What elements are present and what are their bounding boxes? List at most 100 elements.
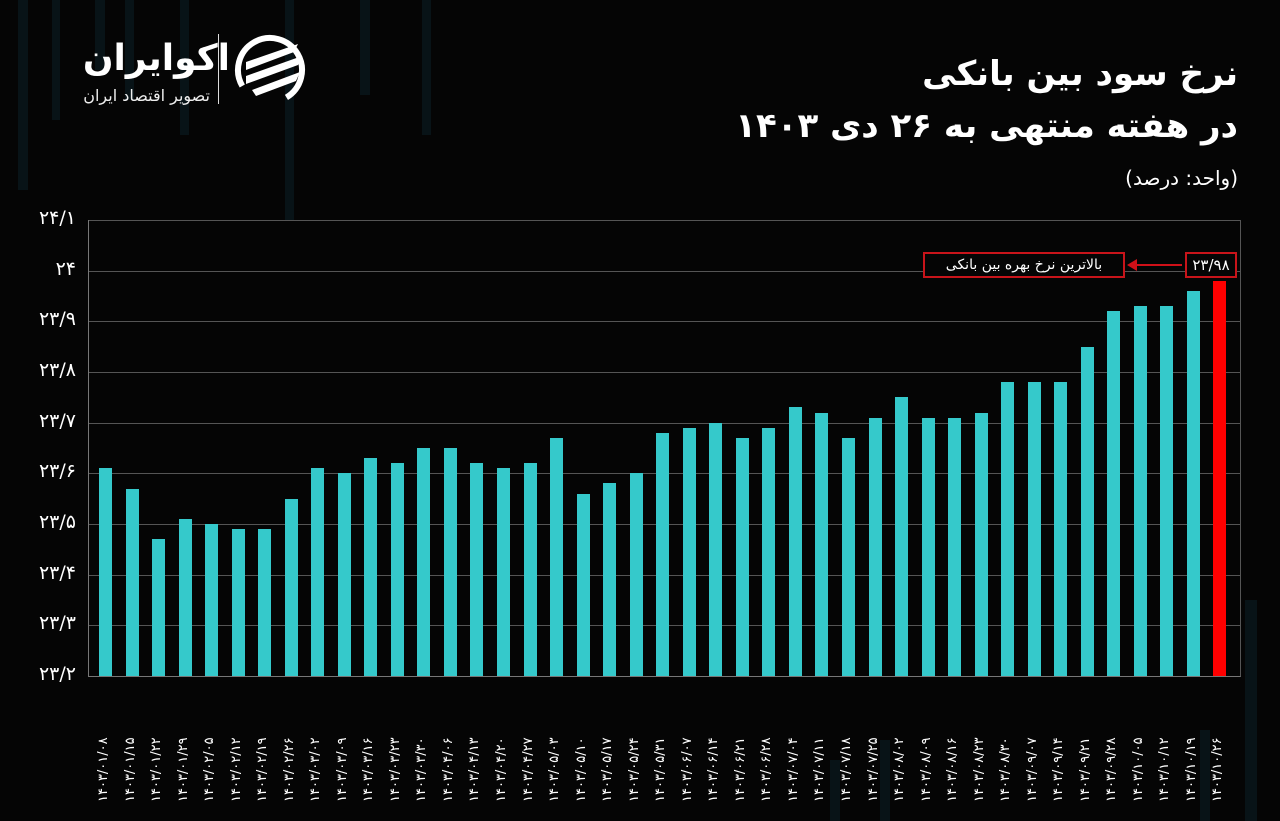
x-tick-label: ۱۴۰۳/۱۰/۲۶ [1210, 737, 1226, 802]
x-tick-label: ۱۴۰۳/۰۴/۱۳ [467, 737, 483, 802]
bar [311, 468, 325, 676]
x-tick-label: ۱۴۰۳/۰۸/۲۳ [971, 737, 987, 802]
ecoiran-logo-icon [235, 35, 305, 105]
y-tick-label: ۲۳/۳ [38, 612, 76, 635]
plot-area [88, 220, 1241, 677]
arrow-left-icon [1127, 259, 1137, 271]
bar [231, 529, 245, 676]
bar [1186, 290, 1200, 676]
x-tick-label: ۱۴۰۳/۰۱/۲۹ [175, 737, 191, 802]
x-tick-label: ۱۴۰۳/۱۰/۱۹ [1183, 737, 1199, 802]
x-tick-label: ۱۴۰۳/۰۲/۱۹ [255, 737, 271, 802]
bar [258, 529, 272, 676]
bar [895, 397, 909, 676]
bar [788, 407, 802, 676]
bar [284, 498, 298, 676]
y-tick-label: ۲۳/۹ [38, 308, 76, 331]
brand-name: اکوایران [82, 38, 230, 79]
title-line-2: در هفته منتهی به ۲۶ دی ۱۴۰۳ [735, 106, 1238, 146]
bar [974, 412, 988, 676]
x-tick-label: ۱۴۰۳/۰۵/۲۴ [626, 737, 642, 802]
x-tick-label: ۱۴۰۳/۰۸/۰۹ [918, 737, 934, 802]
bar [523, 463, 537, 676]
bar [841, 437, 855, 676]
bar [364, 458, 378, 676]
bar [1107, 311, 1121, 676]
x-tick-label: ۱۴۰۳/۰۱/۲۲ [149, 737, 165, 802]
bar [656, 432, 670, 676]
x-tick-label: ۱۴۰۳/۰۸/۰۲ [892, 737, 908, 802]
x-tick-label: ۱۴۰۳/۰۱/۰۸ [96, 737, 111, 802]
title-line-1: نرخ سود بین بانکی [922, 54, 1238, 94]
x-tick-label: ۱۴۰۳/۰۹/۰۷ [1024, 737, 1040, 802]
x-tick-label: ۱۴۰۳/۰۹/۲۸ [1104, 737, 1120, 802]
bar [629, 473, 643, 676]
y-tick-label: ۲۴ [55, 257, 76, 280]
x-tick-label: ۱۴۰۳/۰۴/۲۷ [520, 737, 536, 802]
x-tick-label: ۱۴۰۳/۰۱/۱۵ [122, 737, 138, 802]
bar [1080, 346, 1094, 676]
x-tick-label: ۱۴۰۳/۰۲/۱۲ [228, 737, 244, 802]
y-tick-label: ۲۳/۲ [38, 663, 76, 685]
bar [762, 427, 776, 676]
bar [337, 473, 351, 676]
bar [868, 417, 882, 676]
bar [99, 468, 112, 676]
x-tick-label: ۱۴۰۳/۰۴/۰۶ [440, 737, 456, 802]
max-rate-callout-value: ۲۳/۹۸ [1185, 252, 1237, 278]
x-tick-label: ۱۴۰۳/۰۵/۱۰ [573, 737, 589, 802]
bar [921, 417, 935, 676]
bar [390, 463, 404, 676]
y-tick-label: ۲۳/۵ [38, 511, 76, 533]
brand-tagline: تصویر اقتصاد ایران [83, 86, 210, 105]
bar [125, 488, 139, 676]
x-tick-label: ۱۴۰۳/۰۹/۱۴ [1051, 737, 1067, 802]
x-tick-label: ۱۴۰۳/۰۶/۲۱ [732, 737, 748, 802]
bar [1133, 306, 1147, 676]
x-tick-label: ۱۴۰۳/۰۳/۱۶ [361, 737, 377, 802]
x-tick-label: ۱۴۰۳/۰۷/۲۵ [865, 737, 881, 802]
x-tick-label: ۱۴۰۳/۰۹/۲۱ [1077, 737, 1093, 802]
bar [709, 422, 723, 676]
gridline [89, 372, 1240, 373]
x-tick-label: ۱۴۰۳/۰۲/۲۶ [281, 737, 297, 802]
bar [152, 539, 166, 676]
x-tick-label: ۱۴۰۳/۰۵/۳۱ [653, 737, 669, 802]
bar [1001, 382, 1015, 676]
x-tick-label: ۱۴۰۳/۰۴/۲۰ [494, 737, 510, 802]
y-tick-label: ۲۴/۱ [38, 207, 76, 229]
bar [178, 518, 192, 676]
bar [815, 412, 829, 676]
x-tick-label: ۱۴۰۳/۰۶/۰۷ [679, 737, 695, 802]
x-tick-label: ۱۴۰۳/۰۵/۱۷ [600, 737, 616, 802]
bar [470, 463, 484, 676]
x-tick-label: ۱۴۰۳/۰۳/۰۹ [334, 737, 350, 802]
bar-highlight [1213, 280, 1227, 676]
logo-divider [218, 34, 219, 104]
x-tick-label: ۱۴۰۳/۰۳/۳۰ [414, 737, 430, 802]
bar [1160, 306, 1174, 676]
bar [443, 448, 457, 676]
x-tick-label: ۱۴۰۳/۰۳/۰۲ [308, 737, 324, 802]
x-tick-label: ۱۴۰۳/۰۸/۱۶ [945, 737, 961, 802]
gridline [89, 321, 1240, 323]
x-tick-label: ۱۴۰۳/۰۳/۲۳ [387, 737, 403, 802]
x-tick-label: ۱۴۰۳/۰۸/۳۰ [998, 737, 1014, 802]
y-tick-label: ۲۳/۸ [38, 359, 76, 381]
gridline [89, 270, 1240, 272]
x-tick-label: ۱۴۰۳/۰۲/۰۵ [202, 737, 218, 802]
bar [603, 483, 617, 676]
bar [1027, 382, 1041, 676]
y-tick-label: ۲۳/۷ [38, 409, 76, 432]
bar [205, 524, 219, 676]
bar [682, 427, 696, 676]
x-tick-label: ۱۴۰۳/۰۷/۱۱ [812, 737, 828, 802]
x-tick-label: ۱۴۰۳/۰۷/۱۸ [838, 737, 854, 802]
unit-label: (واحد: درصد) [1125, 166, 1238, 190]
y-tick-label: ۲۳/۶ [38, 460, 76, 483]
x-tick-label: ۱۴۰۳/۱۰/۱۲ [1157, 737, 1173, 802]
x-tick-label: ۱۴۰۳/۰۶/۱۴ [706, 737, 722, 802]
chart-title: نرخ سود بین بانکی در هفته منتهی به ۲۶ دی… [735, 48, 1238, 152]
gridline [89, 422, 1240, 424]
x-tick-label: ۱۴۰۳/۰۵/۰۳ [547, 737, 563, 802]
